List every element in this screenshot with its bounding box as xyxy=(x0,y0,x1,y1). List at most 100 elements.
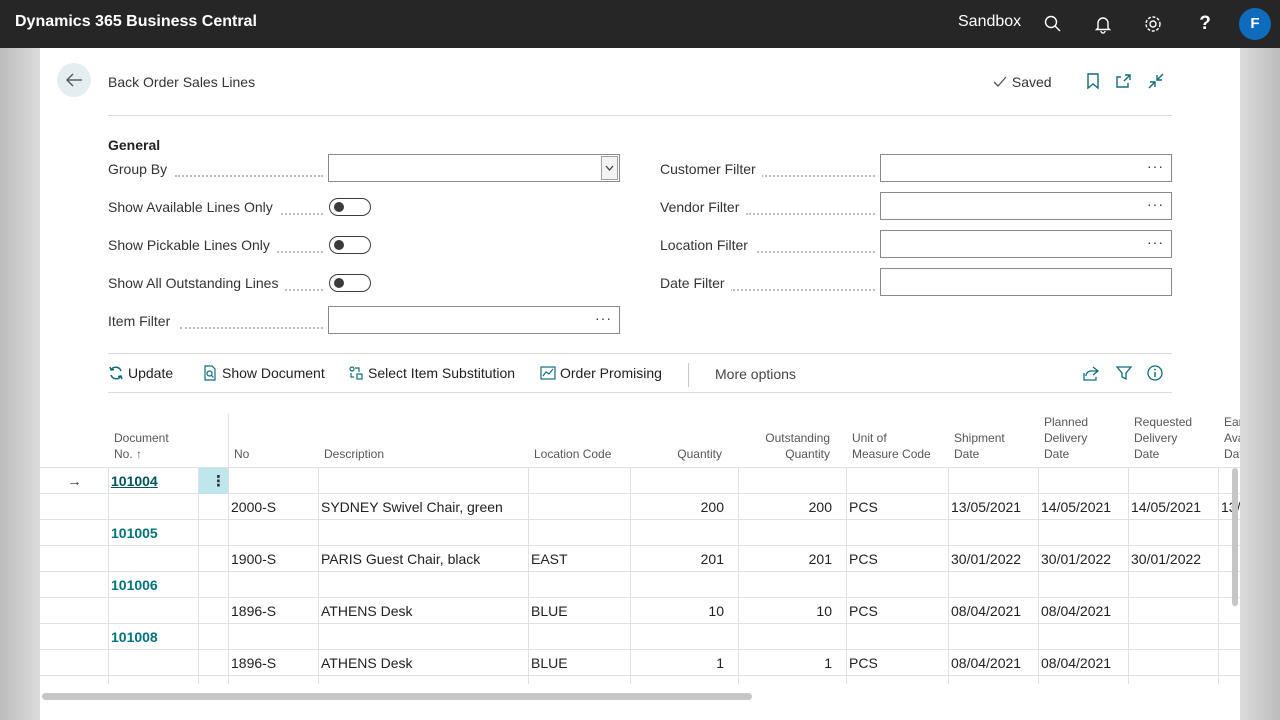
grid-line xyxy=(846,468,847,684)
page-title: Back Order Sales Lines xyxy=(108,74,256,90)
avatar[interactable]: F xyxy=(1239,8,1271,40)
column-header-location-code[interactable]: Location Code xyxy=(534,447,612,461)
header-line: Ava xyxy=(1224,431,1240,445)
document-no-link[interactable]: 101008 xyxy=(111,629,158,645)
customer-filter-input[interactable]: ··· xyxy=(880,154,1172,182)
cell-unit-of-measure[interactable]: PCS xyxy=(849,499,878,515)
document-no-link[interactable]: 101004 xyxy=(111,473,158,489)
show-document-button[interactable]: Show Document xyxy=(202,365,325,381)
saved-label: Saved xyxy=(1011,74,1052,90)
show-all-outstanding-lines-toggle[interactable] xyxy=(329,274,371,292)
cell-location-code[interactable]: EAST xyxy=(531,551,568,567)
cell-quantity[interactable]: 200 xyxy=(700,499,724,515)
lookup-ellipsis-icon[interactable]: ··· xyxy=(1147,234,1164,250)
filter-icon[interactable] xyxy=(1115,364,1133,382)
date-filter-input[interactable] xyxy=(880,268,1172,296)
cell-no[interactable]: 1900-S xyxy=(231,551,277,567)
column-header-earliest-available-date[interactable]: Ear Ava Dat xyxy=(1224,414,1240,462)
update-label: Update xyxy=(128,365,174,381)
collapse-icon[interactable] xyxy=(1147,72,1165,90)
cell-outstanding-quantity[interactable]: 1 xyxy=(824,655,832,671)
column-header-document-no[interactable]: Document No. ↑ xyxy=(114,430,169,462)
select-item-substitution-button[interactable]: Select Item Substitution xyxy=(348,365,515,381)
header-line: Delivery xyxy=(1134,431,1178,445)
share-icon[interactable] xyxy=(1082,364,1100,382)
cell-quantity[interactable]: 201 xyxy=(700,551,724,567)
cell-shipment-date[interactable]: 13/05/2021 xyxy=(951,499,1022,515)
bookmark-icon[interactable] xyxy=(1084,72,1102,90)
lookup-ellipsis-icon[interactable]: ··· xyxy=(595,310,612,326)
cell-planned-delivery-date[interactable]: 14/05/2021 xyxy=(1041,499,1112,515)
column-header-outstanding-quantity[interactable]: Outstanding Quantity xyxy=(765,430,830,462)
cell-shipment-date[interactable]: 08/04/2021 xyxy=(951,655,1022,671)
cell-description[interactable]: ATHENS Desk xyxy=(321,603,413,619)
grid-line xyxy=(40,571,1240,572)
cell-planned-delivery-date[interactable]: 30/01/2022 xyxy=(1041,551,1112,567)
vertical-scrollbar[interactable] xyxy=(1232,468,1238,606)
open-new-window-icon[interactable] xyxy=(1115,72,1133,90)
cell-requested-delivery-date[interactable]: 14/05/2021 xyxy=(1131,499,1202,515)
show-document-label: Show Document xyxy=(222,365,325,381)
show-pickable-lines-toggle[interactable] xyxy=(329,236,371,254)
cell-quantity[interactable]: 1 xyxy=(716,655,724,671)
order-promising-button[interactable]: Order Promising xyxy=(540,365,662,381)
cell-description[interactable]: PARIS Guest Chair, black xyxy=(321,551,481,567)
cell-no[interactable]: 1896-S xyxy=(231,603,277,619)
item-filter-input[interactable]: ··· xyxy=(328,306,620,334)
cell-no[interactable]: 2000-S xyxy=(231,499,277,515)
column-header-no[interactable]: No xyxy=(234,447,250,461)
search-icon[interactable] xyxy=(1043,14,1063,34)
cell-no[interactable]: 1896-S xyxy=(231,655,277,671)
app-title[interactable]: Dynamics 365 Business Central xyxy=(15,13,257,30)
show-pickable-lines-label: Show Pickable Lines Only xyxy=(108,237,276,253)
row-actions-menu[interactable]: ⋮ xyxy=(199,468,228,494)
page-panel: Back Order Sales Lines Saved General Gro… xyxy=(40,48,1240,720)
show-available-lines-toggle[interactable] xyxy=(329,198,371,216)
grid-line xyxy=(1128,468,1129,684)
document-no-link[interactable]: 101005 xyxy=(111,525,158,541)
lookup-ellipsis-icon[interactable]: ··· xyxy=(1147,158,1164,174)
help-icon[interactable]: ? xyxy=(1199,13,1211,34)
cell-location-code[interactable]: BLUE xyxy=(531,603,568,619)
column-header-shipment-date[interactable]: Shipment Date xyxy=(954,430,1005,462)
cell-outstanding-quantity[interactable]: 10 xyxy=(816,603,832,619)
cell-shipment-date[interactable]: 30/01/2022 xyxy=(951,551,1022,567)
cell-outstanding-quantity[interactable]: 200 xyxy=(808,499,832,515)
cell-unit-of-measure[interactable]: PCS xyxy=(849,551,878,567)
cell-location-code[interactable]: BLUE xyxy=(531,655,568,671)
checkmark-icon xyxy=(993,76,1007,87)
back-button[interactable] xyxy=(57,63,91,97)
grid-line xyxy=(40,493,1240,494)
cell-shipment-date[interactable]: 08/04/2021 xyxy=(951,603,1022,619)
cell-planned-delivery-date[interactable]: 08/04/2021 xyxy=(1041,655,1112,671)
bell-icon[interactable] xyxy=(1093,14,1113,34)
cell-unit-of-measure[interactable]: PCS xyxy=(849,655,878,671)
horizontal-scrollbar[interactable] xyxy=(42,693,752,700)
lookup-ellipsis-icon[interactable]: ··· xyxy=(1147,196,1164,212)
grid-line xyxy=(40,597,1240,598)
header-line: Delivery xyxy=(1044,431,1088,445)
cell-outstanding-quantity[interactable]: 201 xyxy=(808,551,832,567)
cell-planned-delivery-date[interactable]: 08/04/2021 xyxy=(1041,603,1112,619)
chevron-down-icon[interactable] xyxy=(601,156,618,180)
cell-description[interactable]: SYDNEY Swivel Chair, green xyxy=(321,499,503,515)
info-icon[interactable] xyxy=(1146,364,1164,382)
column-header-requested-delivery-date[interactable]: Requested Delivery Date xyxy=(1134,414,1192,462)
update-button[interactable]: Update xyxy=(108,365,173,381)
column-header-planned-delivery-date[interactable]: Planned Delivery Date xyxy=(1044,414,1088,462)
cell-requested-delivery-date[interactable]: 30/01/2022 xyxy=(1131,551,1202,567)
more-options-button[interactable]: More options xyxy=(715,366,796,382)
cell-unit-of-measure[interactable]: PCS xyxy=(849,603,878,619)
group-by-select[interactable] xyxy=(328,154,620,182)
cell-quantity[interactable]: 10 xyxy=(708,603,724,619)
column-header-description[interactable]: Description xyxy=(324,447,385,461)
column-header-unit-of-measure-code[interactable]: Unit of Measure Code xyxy=(852,430,931,462)
gear-icon[interactable] xyxy=(1143,14,1163,34)
cell-description[interactable]: ATHENS Desk xyxy=(321,655,413,671)
location-filter-input[interactable]: ··· xyxy=(880,230,1172,258)
vendor-filter-input[interactable]: ··· xyxy=(880,192,1172,220)
vendor-filter-label: Vendor Filter xyxy=(660,199,746,215)
chart-icon xyxy=(540,366,556,380)
document-no-link[interactable]: 101006 xyxy=(111,577,158,593)
column-header-quantity[interactable]: Quantity xyxy=(677,447,722,461)
